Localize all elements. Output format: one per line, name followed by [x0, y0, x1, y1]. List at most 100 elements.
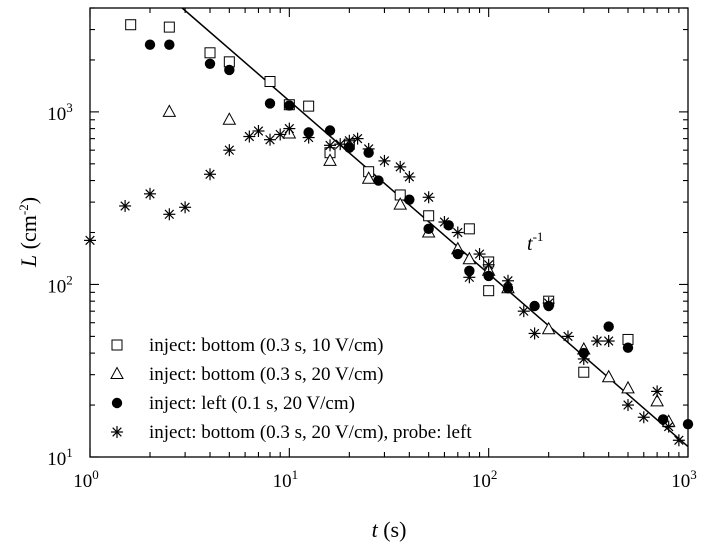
y-tick-label: 101 [47, 445, 73, 470]
x-tick-label: 102 [472, 467, 498, 492]
y-tick-label-base: 10 [47, 449, 66, 470]
data-point-asterisk [243, 130, 256, 143]
data-point-circle-filled [529, 300, 540, 312]
data-point-circle-filled [657, 414, 669, 425]
x-tick-label-base: 10 [472, 471, 491, 492]
data-point-asterisk [651, 385, 664, 398]
y-tick-label-exp: 2 [66, 272, 73, 287]
legend-label: inject: bottom (0.3 s, 20 V/cm), probe: … [149, 422, 472, 443]
slope-annotation-exp: -1 [533, 229, 544, 244]
data-point-square-open [264, 76, 276, 88]
data-point-square-open [163, 21, 175, 33]
data-point-circle-filled [284, 100, 295, 111]
y-tick-label-base: 10 [47, 276, 66, 297]
x-tick-label: 103 [671, 467, 697, 492]
data-point-asterisk [252, 124, 265, 137]
legend-item: inject: bottom (0.3 s, 20 V/cm), probe: … [111, 422, 472, 443]
data-point-triangle-open [222, 112, 237, 125]
data-point-asterisk [422, 191, 435, 204]
data-point-circle-filled [324, 125, 336, 136]
data-point-asterisk [403, 170, 416, 183]
legend: inject: bottom (0.3 s, 10 V/cm) inject: b… [110, 335, 472, 443]
data-point-asterisk [561, 330, 574, 343]
data-point-circle-filled [264, 98, 276, 109]
data-markers [84, 19, 694, 447]
y-tick-label: 102 [47, 272, 73, 297]
data-point-asterisk [451, 226, 464, 239]
data-point-asterisk [264, 133, 277, 146]
legend-item: inject: left (0.1 s, 20 V/cm) [111, 393, 355, 414]
legend-marker-asterisk [111, 426, 123, 438]
x-tick-label: 100 [73, 467, 99, 492]
data-point-square-open [578, 366, 590, 378]
data-point-asterisk [602, 335, 615, 348]
y-axis-rest: (cm [16, 215, 41, 255]
x-axis-title: t (s) [372, 517, 407, 542]
data-point-asterisk [394, 160, 407, 173]
data-point-circle-filled [483, 270, 494, 282]
data-point-asterisk [351, 132, 364, 145]
data-point-asterisk [672, 434, 685, 447]
data-point-asterisk [528, 327, 541, 340]
data-point-circle-filled [373, 175, 384, 186]
legend-label: inject: left (0.1 s, 20 V/cm) [149, 393, 355, 414]
data-point-asterisk [204, 168, 217, 181]
data-point-asterisk [621, 399, 634, 412]
data-point-circle-filled [344, 142, 355, 153]
x-axis-rest: (s) [378, 517, 407, 542]
y-axis-title: L (cm-2) [16, 197, 41, 268]
x-tick-label: 101 [273, 467, 299, 492]
data-point-triangle-open [361, 171, 376, 184]
x-tick-label-exp: 1 [292, 467, 299, 482]
data-point-asterisk [163, 208, 176, 221]
x-axis-var: t [372, 517, 379, 542]
plot-frame [89, 7, 689, 458]
data-point-asterisk [283, 122, 296, 135]
y-tick-label-exp: 1 [66, 445, 73, 460]
legend-label: inject: bottom (0.3 s, 20 V/cm) [149, 364, 384, 385]
data-point-asterisk [482, 258, 495, 271]
data-point-asterisk [517, 305, 530, 318]
x-tick-label-exp: 3 [690, 467, 697, 482]
data-point-asterisk [223, 144, 236, 157]
data-point-triangle-open [393, 197, 408, 210]
data-point-square-open [204, 47, 216, 59]
data-point-circle-filled [404, 194, 415, 205]
series-4 [84, 122, 685, 447]
data-point-circle-filled [603, 321, 614, 332]
y-axis-var: L [16, 255, 41, 268]
legend-marker-circle-filled [111, 397, 123, 409]
data-point-asterisk [577, 352, 590, 365]
data-point-triangle-open [650, 393, 664, 407]
data-point-asterisk [119, 199, 132, 212]
data-point-asterisk [179, 201, 192, 214]
data-point-circle-filled [452, 248, 463, 260]
data-point-circle-filled [423, 223, 434, 235]
y-tick-label-exp: 3 [66, 100, 73, 115]
data-point-square-open [463, 223, 475, 235]
data-point-circle-filled [443, 220, 454, 231]
data-point-triangle-open [541, 321, 556, 335]
legend-label: inject: bottom (0.3 s, 10 V/cm) [149, 335, 384, 356]
x-tick-label-exp: 2 [491, 467, 498, 482]
legend-item: inject: bottom (0.3 s, 10 V/cm) [111, 335, 384, 356]
data-point-triangle-open [162, 104, 177, 117]
legend-marker-triangle-open [110, 366, 124, 379]
data-point-asterisk [274, 128, 287, 141]
data-point-square-open [483, 285, 495, 297]
data-point-asterisk [343, 134, 356, 147]
data-point-asterisk [662, 420, 675, 433]
slope-annotation: t-1 [527, 229, 543, 255]
data-point-asterisk [144, 187, 157, 200]
data-point-square-open [423, 210, 435, 222]
data-point-square-open [125, 19, 137, 31]
x-tick-labels: 100 101 102 103 [73, 467, 697, 492]
y-tick-label-base: 10 [47, 104, 66, 125]
data-point-asterisk [463, 271, 476, 284]
x-tick-label-base: 10 [671, 471, 690, 492]
data-point-circle-filled [502, 283, 514, 294]
legend-item: inject: bottom (0.3 s, 20 V/cm) [110, 364, 384, 385]
x-tick-label-base: 10 [73, 471, 92, 492]
data-point-asterisk [302, 131, 315, 144]
